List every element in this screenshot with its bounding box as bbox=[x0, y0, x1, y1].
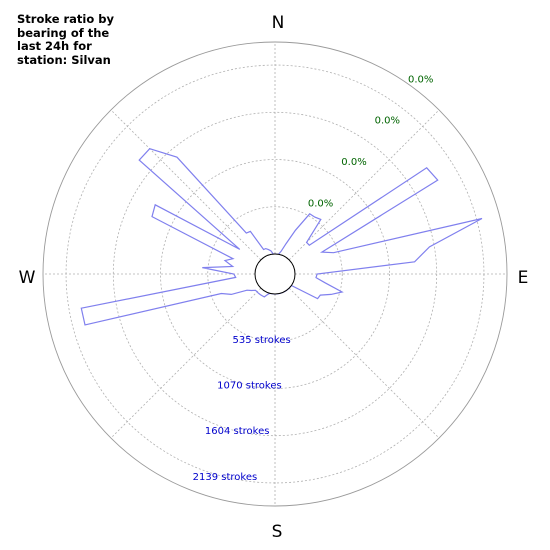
grid-spoke-45 bbox=[288, 109, 440, 261]
direction-label-w: W bbox=[19, 268, 36, 288]
ratio-ring-labels: 0.0% 0.0% 0.0% 0.0% bbox=[308, 74, 434, 209]
ratio-ring-label: 0.0% bbox=[408, 74, 433, 85]
grid-ring-2 bbox=[160, 159, 390, 389]
grid-spoke-315 bbox=[110, 109, 262, 261]
center-disc bbox=[254, 253, 296, 295]
ratio-ring-label: 0.0% bbox=[341, 157, 366, 168]
grid-spoke-225 bbox=[110, 287, 262, 439]
direction-label-e: E bbox=[518, 268, 529, 288]
direction-label-n: N bbox=[272, 13, 285, 33]
chart-title: Stroke ratio by bearing of the last 24h … bbox=[17, 12, 114, 67]
grid-spokes bbox=[43, 42, 507, 506]
direction-label-s: S bbox=[272, 522, 283, 542]
ratio-ring-label: 0.0% bbox=[308, 198, 333, 209]
outer-ring bbox=[42, 41, 508, 507]
ratio-ring-label: 0.0% bbox=[375, 116, 400, 127]
stroke-ring-label: 1070 strokes bbox=[217, 381, 282, 392]
grid-ring-1 bbox=[207, 206, 343, 342]
stroke-ring-labels: 535 strokes 1070 strokes 1604 strokes 2139 … bbox=[193, 335, 291, 483]
stroke-ring-label: 535 strokes bbox=[232, 335, 290, 346]
stroke-series-line bbox=[80, 148, 483, 326]
grid-spoke-135 bbox=[288, 287, 440, 439]
stroke-ring-label: 1604 strokes bbox=[205, 426, 270, 437]
stroke-ring-label: 2139 strokes bbox=[193, 472, 258, 483]
direction-labels: N E S W bbox=[19, 13, 529, 542]
